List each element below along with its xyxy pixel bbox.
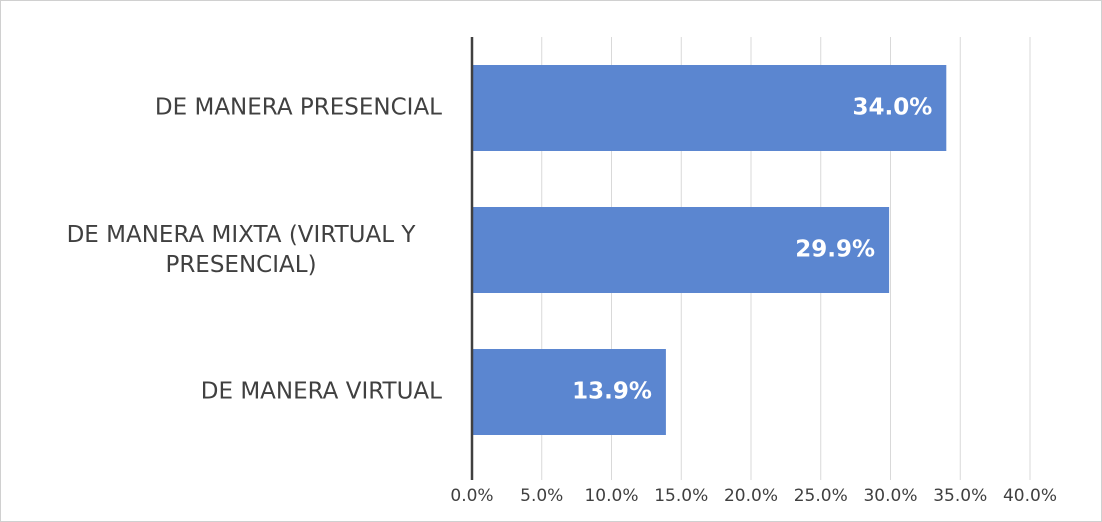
bar	[472, 349, 666, 435]
x-tick-label: 40.0%	[1003, 486, 1057, 506]
x-tick-label: 0.0%	[450, 486, 493, 506]
x-tick-label: 20.0%	[724, 486, 778, 506]
x-tick-label: 25.0%	[794, 486, 848, 506]
bar	[472, 65, 947, 151]
y-tick-label: DE MANERA PRESENCIAL	[155, 95, 442, 121]
x-tick-label: 10.0%	[584, 486, 638, 506]
x-tick-label: 30.0%	[863, 486, 917, 506]
data-label: 29.9%	[795, 237, 875, 263]
x-tick-label: 35.0%	[933, 486, 987, 506]
bar	[472, 207, 890, 293]
data-label: 13.9%	[572, 379, 652, 405]
y-tick-label: DE MANERA MIXTA (VIRTUAL Y PRESENCIAL)	[67, 222, 417, 278]
data-label: 34.0%	[853, 95, 933, 121]
x-tick-label: 15.0%	[654, 486, 708, 506]
x-tick-label: 5.0%	[520, 486, 563, 506]
y-tick-label: DE MANERA VIRTUAL	[201, 379, 442, 405]
